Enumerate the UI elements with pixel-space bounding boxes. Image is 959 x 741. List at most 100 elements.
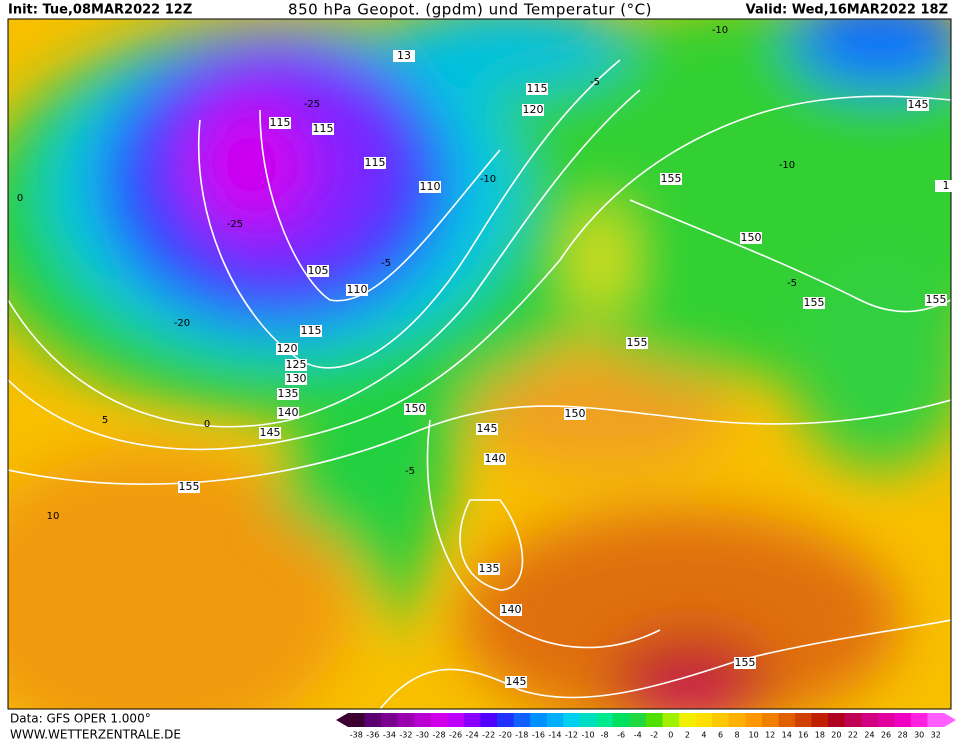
warm-area bbox=[470, 350, 730, 470]
colorbar-box bbox=[463, 713, 481, 727]
label-box bbox=[803, 297, 825, 309]
colorbar-label: -30 bbox=[416, 731, 429, 740]
colorbar-label: -10 bbox=[582, 731, 595, 740]
geopotential-label: 145 bbox=[506, 675, 527, 688]
geopotential-label: 145 bbox=[908, 98, 929, 111]
colorbar-label: -18 bbox=[515, 731, 528, 740]
colorbar-label: 8 bbox=[735, 731, 740, 740]
colorbar-label: 6 bbox=[718, 731, 723, 740]
geopotential-label: 155 bbox=[179, 480, 200, 493]
colorbar-label: -8 bbox=[601, 731, 609, 740]
temperature-label: -20 bbox=[174, 318, 190, 329]
colorbar-box bbox=[480, 713, 498, 727]
label-box bbox=[364, 157, 386, 169]
label-box bbox=[277, 407, 299, 419]
geopotential-label: 155 bbox=[735, 656, 756, 669]
colorbar-box bbox=[728, 713, 746, 727]
colorbar-box bbox=[646, 713, 664, 727]
label-box bbox=[740, 232, 762, 244]
geopotential-label: 120 bbox=[277, 342, 298, 355]
colorbar-box bbox=[778, 713, 796, 727]
colorbar-box bbox=[894, 713, 912, 727]
geopotential-label: 155 bbox=[804, 296, 825, 309]
colorbar-label: -2 bbox=[650, 731, 658, 740]
colorbar-box bbox=[877, 713, 895, 727]
cold-area bbox=[790, 19, 951, 90]
temperature-label: -10 bbox=[712, 25, 728, 36]
init-time: Init: Tue,08MAR2022 12Z bbox=[8, 3, 192, 18]
data-source: Data: GFS OPER 1.000° bbox=[10, 712, 151, 726]
label-box bbox=[522, 104, 544, 116]
colorbar-box bbox=[563, 713, 581, 727]
colorbar-box bbox=[596, 713, 614, 727]
colorbar-box bbox=[546, 713, 564, 727]
colorbar-label: 28 bbox=[898, 731, 908, 740]
geopotential-label: 145 bbox=[477, 422, 498, 435]
colorbar-label: 16 bbox=[798, 731, 808, 740]
temperature-label: 10 bbox=[47, 511, 60, 522]
geopotential-label: 130 bbox=[286, 372, 307, 385]
colorbar-label: 32 bbox=[931, 731, 941, 740]
geopotential-label: 120 bbox=[523, 103, 544, 116]
colorbar-box bbox=[695, 713, 713, 727]
hot-area bbox=[610, 635, 770, 709]
colorbar-label: -6 bbox=[617, 731, 625, 740]
label-box bbox=[907, 99, 929, 111]
temperature-label: -25 bbox=[227, 219, 243, 230]
cold-area bbox=[390, 19, 630, 90]
label-box bbox=[285, 359, 307, 371]
geopotential-label: 135 bbox=[278, 387, 299, 400]
colorbar-label: 24 bbox=[864, 731, 874, 740]
colorbar-box bbox=[579, 713, 597, 727]
site-name: WWW.WETTERZENTRALE.DE bbox=[10, 728, 181, 741]
colorbar-box bbox=[513, 713, 531, 727]
label-box bbox=[734, 657, 756, 669]
label-box bbox=[277, 388, 299, 400]
colorbar-box bbox=[795, 713, 813, 727]
label-box bbox=[346, 284, 368, 296]
colorbar-box bbox=[910, 713, 928, 727]
geopotential-label: 150 bbox=[741, 231, 762, 244]
contour bbox=[629, 199, 951, 313]
colorbar-box bbox=[861, 713, 879, 727]
label-box bbox=[307, 265, 329, 277]
colorbar-label: -28 bbox=[433, 731, 446, 740]
temperature-label: -10 bbox=[480, 174, 496, 185]
colorbar-label: -4 bbox=[634, 731, 642, 740]
label-box bbox=[526, 83, 548, 95]
colorbar-box bbox=[745, 713, 763, 727]
colorbar-label: 14 bbox=[782, 731, 792, 740]
colorbar-box bbox=[348, 713, 366, 727]
geopotential-label: 1 bbox=[943, 179, 950, 192]
mild-area bbox=[575, 205, 625, 315]
colorbar-label: 26 bbox=[881, 731, 891, 740]
colorbar-label: 30 bbox=[914, 731, 924, 740]
geopotential-label: 110 bbox=[347, 283, 368, 296]
geopotential-label: 125 bbox=[286, 358, 307, 371]
colorbar-label: -36 bbox=[366, 731, 379, 740]
label-box bbox=[404, 403, 426, 415]
colorbar-label: -12 bbox=[565, 731, 578, 740]
colorbar-end bbox=[336, 713, 348, 727]
colorbar-box bbox=[381, 713, 399, 727]
geopotential-label: 115 bbox=[365, 156, 386, 169]
colorbar-box bbox=[364, 713, 382, 727]
contour bbox=[426, 419, 661, 649]
geopotential-label: 150 bbox=[405, 402, 426, 415]
map-title: 850 hPa Geopot. (gpdm) und Temperatur (°… bbox=[288, 1, 652, 19]
label-box bbox=[564, 408, 586, 420]
colorbar-box bbox=[844, 713, 862, 727]
colorbar-label: 2 bbox=[685, 731, 690, 740]
geopotential-label: 155 bbox=[926, 293, 947, 306]
contour bbox=[8, 95, 951, 451]
cool-area bbox=[790, 250, 951, 470]
colorbar-box bbox=[612, 713, 630, 727]
valid-time: Valid: Wed,16MAR2022 18Z bbox=[746, 3, 948, 18]
geopotential-label: 110 bbox=[420, 180, 441, 193]
label-box bbox=[935, 180, 957, 192]
geopotential-label: 115 bbox=[313, 122, 334, 135]
colorbar-label: 4 bbox=[701, 731, 706, 740]
